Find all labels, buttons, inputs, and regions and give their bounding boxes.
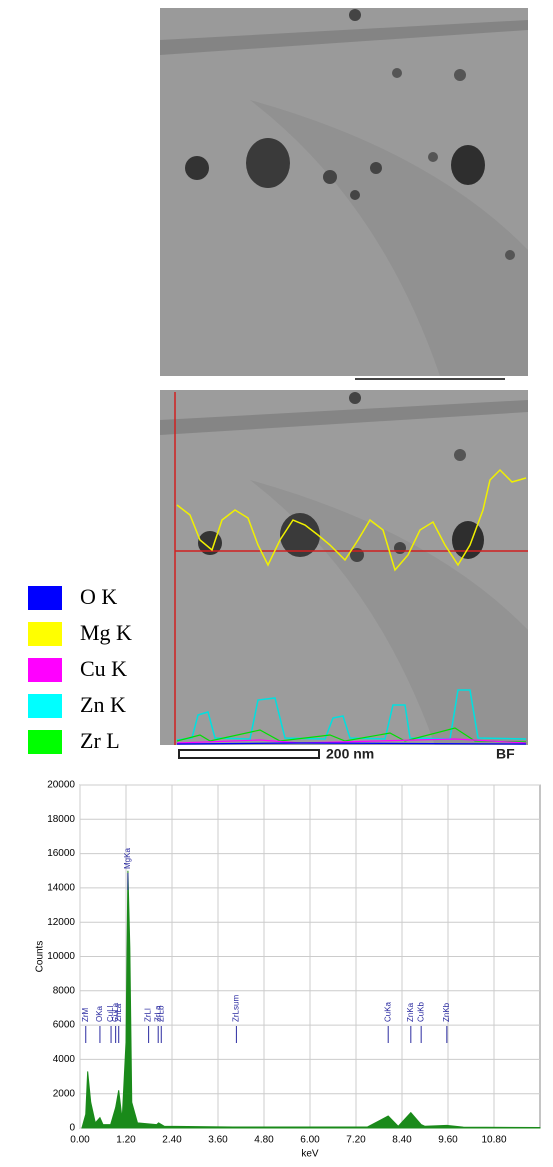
- x-tick-label: 9.60: [438, 1135, 458, 1146]
- y-tick-label: 14000: [47, 883, 75, 894]
- spectrum: [81, 870, 541, 1129]
- spectrum-chart: 0 2000 4000 6000 8000 10000 12000 14000 16000 180…: [35, 780, 541, 1160]
- peak-label: CuKa: [383, 1001, 392, 1022]
- y-tick-label: 4000: [53, 1054, 76, 1065]
- peak-label: ZrLl: [144, 1008, 153, 1022]
- peak-label: ZnLa: [114, 1003, 123, 1022]
- y-tick-label: 2000: [53, 1088, 76, 1099]
- legend-swatch: [28, 622, 62, 646]
- x-tick-label: 10.80: [481, 1135, 506, 1146]
- peak-label: MgKa: [123, 848, 132, 869]
- tem-image: [160, 8, 528, 380]
- y-tick-label: 6000: [53, 1020, 76, 1031]
- peak-label: CuKb: [416, 1001, 425, 1022]
- legend-label: Mg K: [80, 620, 132, 645]
- legend-swatch: [28, 694, 62, 718]
- peak-label: CuLa: [111, 1002, 120, 1022]
- legend-swatch: [28, 586, 62, 610]
- legend: O K Mg K Cu K Zn K Zr L: [28, 584, 132, 754]
- x-axis-label: keV: [301, 1149, 319, 1160]
- y-tick-label: 12000: [47, 917, 75, 928]
- peak-label: ZrLa: [153, 1005, 162, 1022]
- y-tick-label: 10000: [47, 951, 75, 962]
- x-tick-label: 2.40: [162, 1135, 182, 1146]
- line-scan-image: 200 nm BF: [160, 390, 528, 762]
- y-tick-label: 0: [69, 1123, 75, 1134]
- peak-label: ZrLsum: [232, 995, 241, 1022]
- imaging-mode: BF: [496, 746, 515, 762]
- x-tick-label: 3.60: [208, 1135, 228, 1146]
- legend-swatch: [28, 730, 62, 754]
- y-tick-label: 16000: [47, 848, 75, 859]
- y-tick-label: 18000: [47, 814, 75, 825]
- y-tick-label: 8000: [53, 985, 76, 996]
- peak-label: ZrLb: [156, 1005, 165, 1022]
- peak-label: CuLl: [106, 1005, 115, 1022]
- legend-label: O K: [80, 584, 117, 609]
- x-tick-label: 7.20: [346, 1135, 366, 1146]
- x-tick-label: 8.40: [392, 1135, 412, 1146]
- legend-label: Zr L: [80, 728, 120, 753]
- x-tick-label: 1.20: [116, 1135, 136, 1146]
- peak-label: OKa: [95, 1005, 104, 1022]
- peak-label: ZrM: [81, 1007, 90, 1022]
- legend-label: Cu K: [80, 656, 127, 681]
- x-tick-label: 6.00: [300, 1135, 320, 1146]
- x-tick-label: 4.80: [254, 1135, 274, 1146]
- scale-bar-label: 200 nm: [326, 746, 374, 762]
- legend-label: Zn K: [80, 692, 126, 717]
- x-tick-label: 0.00: [70, 1135, 90, 1146]
- peak-label: ZnKa: [406, 1002, 415, 1022]
- y-axis-label: Counts: [35, 941, 46, 973]
- legend-swatch: [28, 658, 62, 682]
- peak-label: ZnKb: [442, 1002, 451, 1022]
- y-tick-label: 20000: [47, 780, 75, 791]
